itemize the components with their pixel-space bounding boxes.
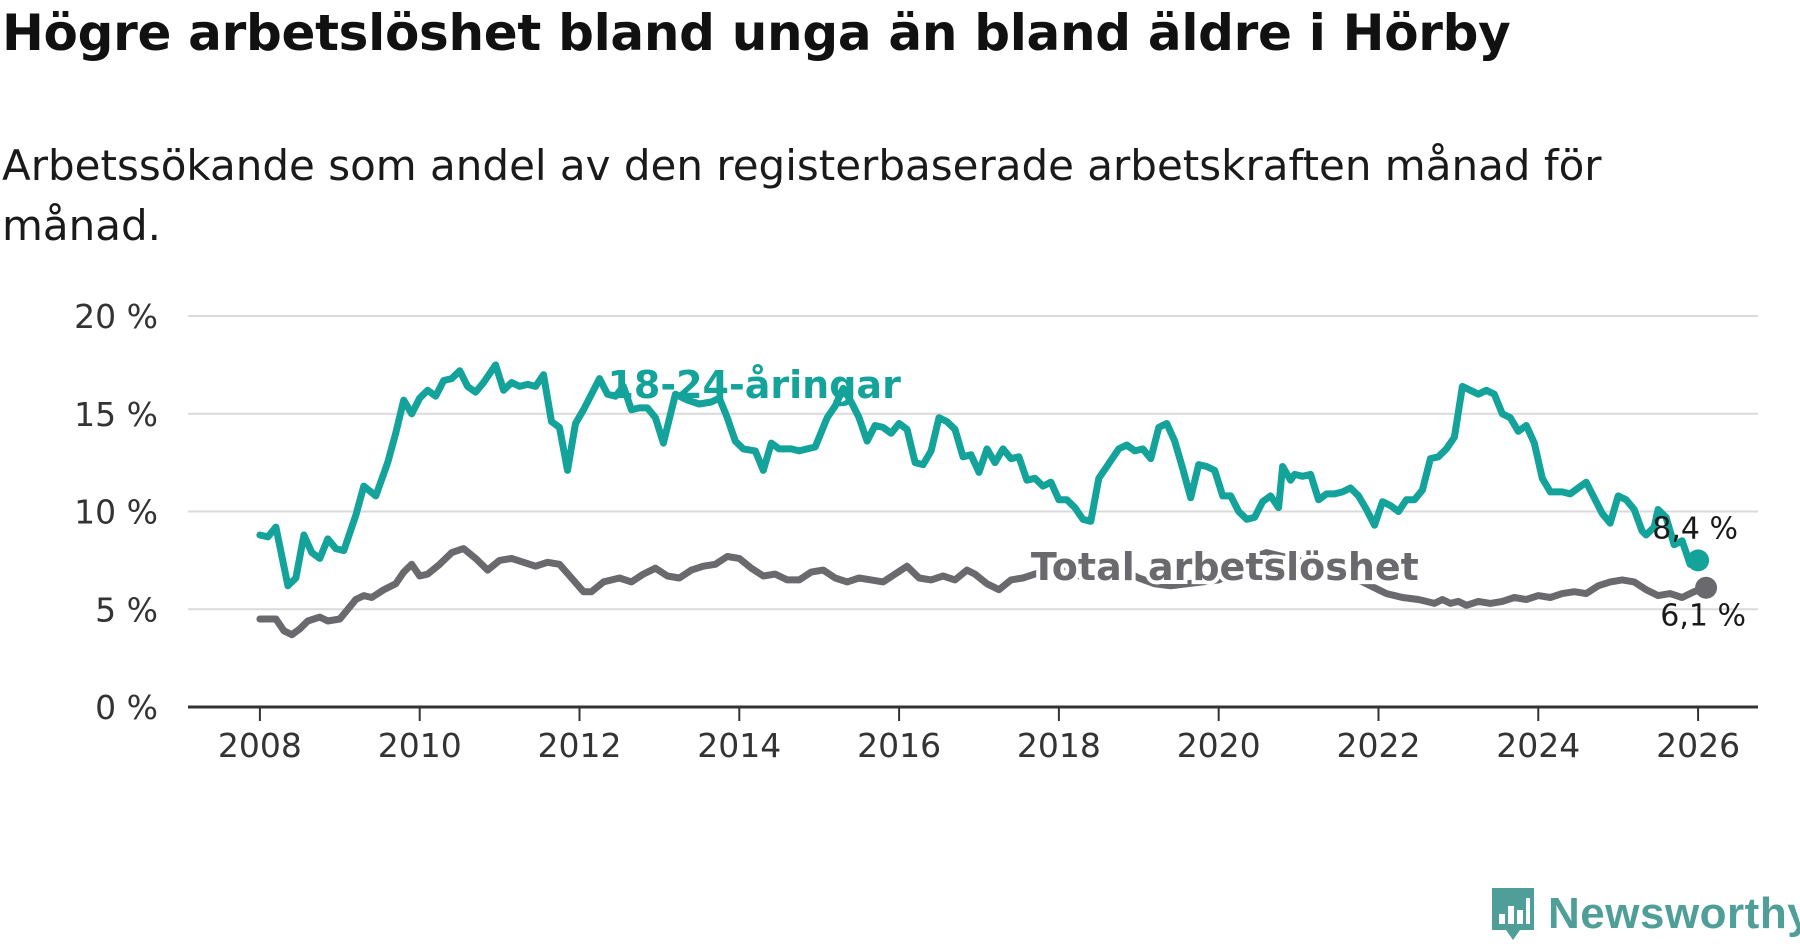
bar-chart-speech-bubble-icon (1492, 888, 1534, 940)
x-axis-ticks: 2008 2010 2012 2014 2016 2018 2020 2022 2024 2026 (218, 707, 1740, 765)
y-axis-ticks: 0 % 5 % 10 % 15 % 20 % (74, 297, 158, 727)
end-label-total: 6,1 % (1660, 599, 1746, 634)
x-tick-label: 2026 (1656, 726, 1740, 765)
y-tick-label: 15 % (74, 395, 158, 434)
x-tick-label: 2016 (857, 726, 941, 765)
y-tick-label: 5 % (95, 590, 158, 629)
end-label-youth: 8,4 % (1652, 511, 1738, 546)
y-tick-label: 20 % (74, 297, 158, 336)
series-lines (256, 361, 1718, 639)
series-label-youth: 18-24-åringar (607, 363, 901, 407)
series-line-total (256, 545, 1710, 639)
x-tick-label: 2020 (1177, 726, 1261, 765)
series-labels: 18-24-åringar Total arbetslöshet 8,4 % 6,1 … (607, 363, 1746, 634)
end-point-total (1695, 576, 1718, 599)
end-point-youth (1687, 549, 1710, 572)
x-tick-label: 2012 (538, 726, 622, 765)
x-tick-label: 2014 (697, 726, 781, 765)
x-tick-label: 2008 (218, 726, 302, 765)
line-chart: 0 %5 %10 %15 %20 % 2008 2010 2012 2014 2016 2… (74, 297, 1758, 765)
series-label-total: Total arbetslöshet (1031, 545, 1419, 589)
logo-text: Newsworthy (1548, 889, 1800, 938)
x-tick-label: 2022 (1336, 726, 1420, 765)
x-tick-label: 2018 (1017, 726, 1101, 765)
y-tick-label: 10 % (74, 493, 158, 532)
newsworthy-logo: Newsworthy (1490, 886, 1800, 942)
x-tick-label: 2024 (1496, 726, 1580, 765)
y-tick-label: 0 % (95, 688, 158, 727)
grid-lines (188, 315, 1758, 611)
x-tick-label: 2010 (378, 726, 462, 765)
series-line-youth (256, 361, 1702, 590)
chart-title: Högre arbetslöshet bland unga än bland ä… (2, 4, 1511, 62)
chart-subtitle: Arbetssökande som andel av den registerb… (2, 141, 1602, 250)
